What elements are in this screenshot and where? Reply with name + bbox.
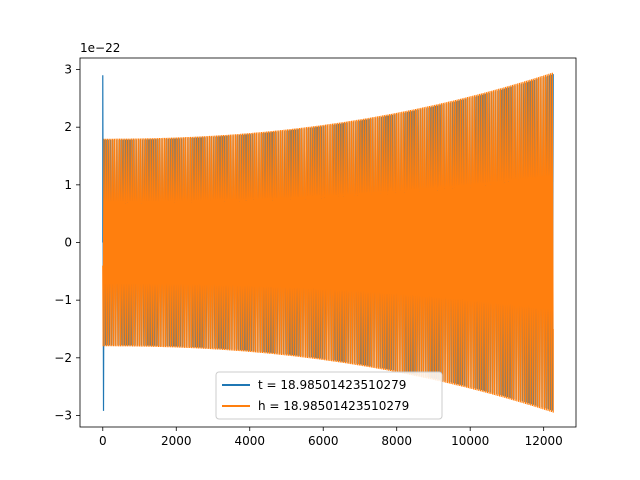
series-layer — [102, 72, 554, 413]
x-tick-label: 10000 — [451, 434, 489, 448]
y-tick-label: 2 — [64, 120, 72, 134]
y-offset-label: 1e−22 — [80, 41, 120, 55]
ticks-layer: 0 2000 4000 6000 8000 10000 12000 −3 −2 −1 0 1 2 3 — [54, 63, 562, 448]
x-tick-label: 2000 — [161, 434, 192, 448]
x-tick-label: 12000 — [525, 434, 563, 448]
y-tick-label: −1 — [54, 293, 72, 307]
legend-box — [215, 371, 443, 420]
legend-label-h: h = 18.98501423510279 — [258, 399, 409, 413]
y-tick-label: −3 — [54, 408, 72, 422]
x-tick-label: 0 — [99, 434, 107, 448]
legend-label-t: t = 18.98501423510279 — [258, 378, 406, 392]
x-tick-label: 8000 — [381, 434, 412, 448]
x-tick-label: 4000 — [234, 434, 265, 448]
y-tick-label: 1 — [64, 178, 72, 192]
y-tick-label: 0 — [64, 236, 72, 250]
series-line-h — [102, 72, 554, 413]
x-tick-label: 6000 — [308, 434, 339, 448]
y-tick-label: −2 — [54, 351, 72, 365]
legend: t = 18.98501423510279 h = 18.98501423510… — [215, 371, 443, 420]
y-tick-label: 3 — [64, 63, 72, 77]
